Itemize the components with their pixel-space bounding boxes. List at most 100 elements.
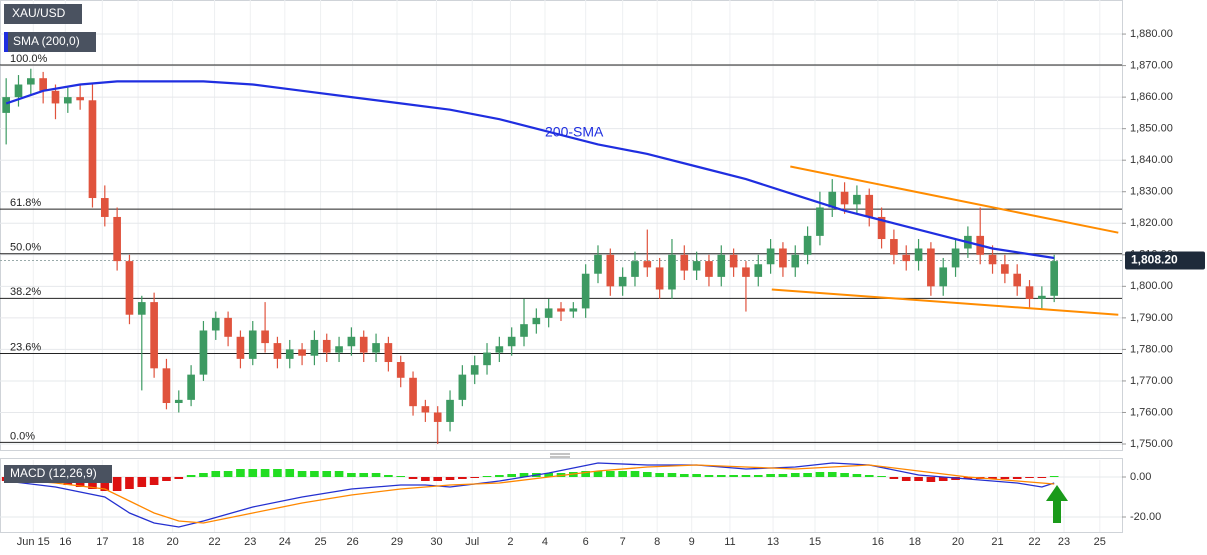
macd-bar xyxy=(396,476,406,477)
macd-bar xyxy=(260,469,270,477)
candle-body xyxy=(51,90,60,104)
candle-body xyxy=(877,216,886,240)
y-tick-label: 1,790.00 xyxy=(1130,312,1173,324)
y-tick-label: 1,800.00 xyxy=(1130,280,1173,292)
macd-bar xyxy=(766,474,775,477)
candle-body xyxy=(421,406,430,413)
candle-body xyxy=(631,261,639,277)
macd-bar xyxy=(137,477,147,487)
candle-body xyxy=(285,349,294,359)
x-tick-label: 7 xyxy=(620,536,626,548)
candle-body xyxy=(803,235,812,255)
x-tick-label: 18 xyxy=(909,536,921,548)
macd-bar xyxy=(938,477,948,481)
macd-bar xyxy=(655,473,664,477)
candle-body xyxy=(668,254,676,290)
candle-body xyxy=(483,352,491,366)
candle-body xyxy=(692,261,701,271)
macd-bar xyxy=(112,477,122,491)
x-tick-label: 22 xyxy=(1028,536,1040,548)
macd-bar xyxy=(988,477,997,479)
trendline xyxy=(790,165,1119,234)
candle-body xyxy=(150,302,158,369)
candle-body xyxy=(766,248,775,265)
candle-body xyxy=(359,336,368,353)
candle-body xyxy=(532,317,541,325)
macd-bar xyxy=(1000,477,1010,479)
macd-bar xyxy=(236,469,245,477)
macd-bar xyxy=(507,474,516,477)
macd-bar xyxy=(421,477,430,481)
symbol-box xyxy=(4,4,82,24)
candle-body xyxy=(396,362,405,378)
candle-body xyxy=(433,412,442,422)
candle-body xyxy=(273,343,282,359)
x-tick-label: 4 xyxy=(542,536,548,548)
x-tick-label: 25 xyxy=(1094,536,1106,548)
macd-bar xyxy=(162,477,171,481)
y-tick-label: 1,830.00 xyxy=(1130,186,1173,198)
arrow-shaft xyxy=(1053,500,1061,523)
fib-label: 50.0% xyxy=(10,242,41,254)
candle-body xyxy=(557,308,565,312)
candle-body xyxy=(458,374,467,400)
macd-bar xyxy=(125,477,134,489)
candle-body xyxy=(902,254,911,262)
candle-body xyxy=(322,339,331,353)
candle-body xyxy=(187,374,195,400)
candle-body xyxy=(76,97,84,101)
candle-body xyxy=(236,336,245,359)
candle-body xyxy=(224,317,232,337)
macd-bar xyxy=(544,473,553,477)
candle-body xyxy=(298,349,306,356)
y-tick-label: 1,770.00 xyxy=(1130,375,1173,387)
macd-line xyxy=(6,464,1055,524)
macd-bar xyxy=(778,474,788,477)
x-tick-label: 30 xyxy=(430,536,442,548)
macd-bar xyxy=(174,477,184,479)
macd-bar xyxy=(347,473,356,477)
macd-bar xyxy=(100,477,110,491)
candle-body xyxy=(791,254,800,268)
candle-body xyxy=(680,254,689,271)
candle-body xyxy=(544,308,553,318)
y-tick-label: 1,860.00 xyxy=(1130,91,1173,103)
x-tick-label: 17 xyxy=(96,536,108,548)
macd-bar xyxy=(1025,477,1034,478)
x-tick-label: 24 xyxy=(279,536,291,548)
candle-body xyxy=(927,248,935,287)
candle-body xyxy=(125,261,134,315)
fib-label: 38.2% xyxy=(10,286,41,298)
last-price-label: 1,808.20 xyxy=(1131,253,1178,267)
candle-body xyxy=(581,273,590,309)
macd-bar xyxy=(840,473,849,477)
macd-bar xyxy=(729,475,738,477)
x-tick-label: 2 xyxy=(507,536,513,548)
macd-bar xyxy=(223,471,233,477)
macd-bar xyxy=(248,469,258,477)
candle-body xyxy=(951,248,960,268)
candle-body xyxy=(606,254,615,287)
candle-body xyxy=(446,399,454,422)
candle-body xyxy=(1038,295,1046,299)
candle-body xyxy=(1013,273,1022,287)
candle-body xyxy=(742,267,750,277)
candle-body xyxy=(39,78,47,91)
macd-bar xyxy=(618,471,627,477)
y-tick-label: 1,880.00 xyxy=(1130,28,1173,40)
candle-body xyxy=(939,267,948,287)
sma-line xyxy=(5,80,1055,260)
macd-bar xyxy=(285,469,295,477)
candle-body xyxy=(840,191,849,205)
macd-bar xyxy=(716,475,726,477)
x-tick-label: 16 xyxy=(872,536,884,548)
candle-body xyxy=(63,97,72,104)
macd-bar xyxy=(667,473,677,477)
candle-body xyxy=(816,207,824,236)
macd-bar xyxy=(827,472,837,477)
fib-label: 23.6% xyxy=(10,341,41,353)
macd-bar xyxy=(322,471,332,477)
macd-bar xyxy=(704,475,714,477)
macd-bar xyxy=(914,477,923,481)
